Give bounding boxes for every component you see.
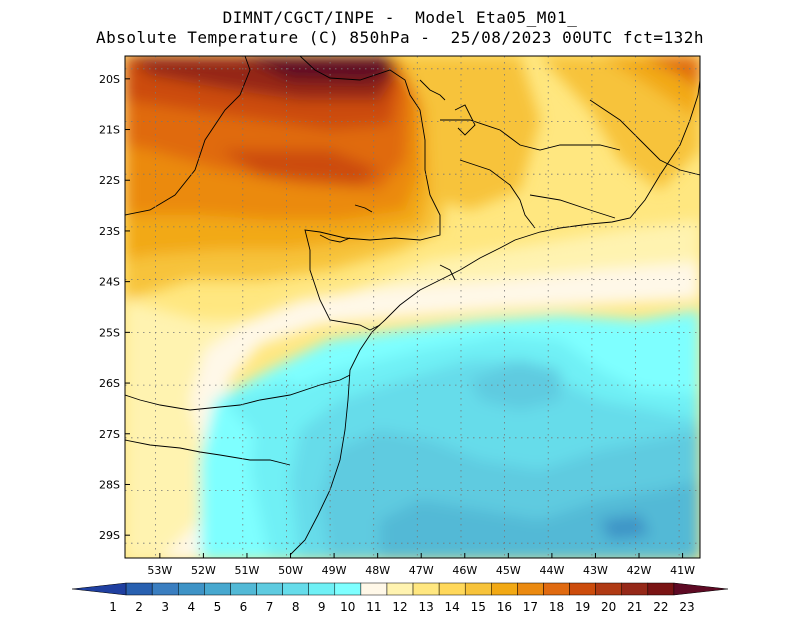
colorbar-label: 14 xyxy=(445,600,460,614)
colorbar-swatch xyxy=(647,582,675,596)
lon-label: 49W xyxy=(322,564,347,577)
colorbar-swatch xyxy=(491,582,518,596)
colorbar-label: 23 xyxy=(679,600,694,614)
colorbar-swatch xyxy=(178,582,205,596)
lat-label: 24S xyxy=(99,276,120,289)
longitude-labels: 53W 52W 51W 50W 49W 48W 47W 46W 45W 44W 43W 42W 41W xyxy=(147,553,695,577)
colorbar-label: 16 xyxy=(497,600,512,614)
colorbar-swatch xyxy=(360,582,388,596)
lat-label: 21S xyxy=(99,124,120,137)
lat-label: 26S xyxy=(99,377,120,390)
colorbar-label: 22 xyxy=(653,600,668,614)
lon-label: 45W xyxy=(496,564,521,577)
lat-label: 29S xyxy=(99,529,120,542)
colorbar-swatch xyxy=(621,582,649,596)
colorbar-swatch xyxy=(282,582,309,596)
lon-label: 53W xyxy=(147,564,172,577)
colorbar-label: 13 xyxy=(418,600,433,614)
colorbar-swatch xyxy=(308,582,336,596)
colorbar-swatch xyxy=(412,582,440,596)
colorbar-label: 10 xyxy=(340,600,355,614)
coastline xyxy=(125,56,700,556)
colorbar-swatch xyxy=(334,582,362,596)
colorbar: 1 2 3 4 5 6 7 8 9 10 11 12 13 14 15 16 17 18 19 20 21 22 23 xyxy=(71,582,729,614)
lon-label: 52W xyxy=(191,564,216,577)
colorbar-label: 7 xyxy=(266,600,274,614)
colorbar-label: 11 xyxy=(366,600,381,614)
lat-label: 25S xyxy=(99,326,120,339)
colorbar-label: 19 xyxy=(575,600,590,614)
map-frame xyxy=(124,55,701,559)
lat-label: 28S xyxy=(99,478,120,491)
colorbar-label: 1 xyxy=(109,600,117,614)
colorbar-label: 20 xyxy=(601,600,616,614)
colorbar-label: 15 xyxy=(471,600,486,614)
chart-subtitle: Absolute Temperature (C) 850hPa - 25/08/… xyxy=(96,28,704,47)
lat-label: 22S xyxy=(99,174,120,187)
latitude-labels: 20S 21S 22S 23S 24S 25S 26S 27S 28S 29S xyxy=(99,73,130,542)
lon-label: 44W xyxy=(539,564,564,577)
lat-label: 20S xyxy=(99,73,120,86)
lon-label: 50W xyxy=(278,564,303,577)
lat-label: 23S xyxy=(99,225,120,238)
colorbar-swatch xyxy=(464,582,492,596)
colorbar-label: 3 xyxy=(161,600,169,614)
colorbar-label: 4 xyxy=(187,600,195,614)
lon-label: 46W xyxy=(452,564,477,577)
colorbar-label: 8 xyxy=(292,600,300,614)
colorbar-swatch xyxy=(386,582,414,596)
lon-label: 47W xyxy=(409,564,434,577)
colorbar-swatch xyxy=(569,582,596,596)
colorbar-label: 6 xyxy=(240,600,248,614)
colorbar-label: 5 xyxy=(214,600,222,614)
colorbar-swatch xyxy=(151,582,179,596)
temperature-field xyxy=(125,56,700,558)
lon-label: 41W xyxy=(670,564,695,577)
colorbar-label: 9 xyxy=(318,600,326,614)
colorbar-label: 21 xyxy=(627,600,642,614)
colorbar-label: 12 xyxy=(392,600,407,614)
colorbar-swatch xyxy=(673,582,729,596)
colorbar-swatch xyxy=(125,582,153,596)
lon-label: 43W xyxy=(583,564,608,577)
colorbar-swatch xyxy=(543,582,570,596)
colorbar-label: 18 xyxy=(549,600,564,614)
colorbar-swatch xyxy=(256,582,283,596)
colorbar-swatch xyxy=(517,582,544,596)
chart-title: DIMNT/CGCT/INPE - Model Eta05_M01_ xyxy=(222,8,578,27)
colorbar-swatch xyxy=(438,582,466,596)
colorbar-swatch xyxy=(230,582,257,596)
lat-label: 27S xyxy=(99,428,120,441)
colorbar-swatch xyxy=(595,582,622,596)
lon-label: 42W xyxy=(627,564,652,577)
colorbar-swatch xyxy=(204,582,231,596)
lon-label: 51W xyxy=(235,564,260,577)
colorbar-label: 2 xyxy=(135,600,143,614)
colorbar-label: 17 xyxy=(523,600,538,614)
colorbar-swatch xyxy=(71,582,127,596)
lon-label: 48W xyxy=(365,564,390,577)
